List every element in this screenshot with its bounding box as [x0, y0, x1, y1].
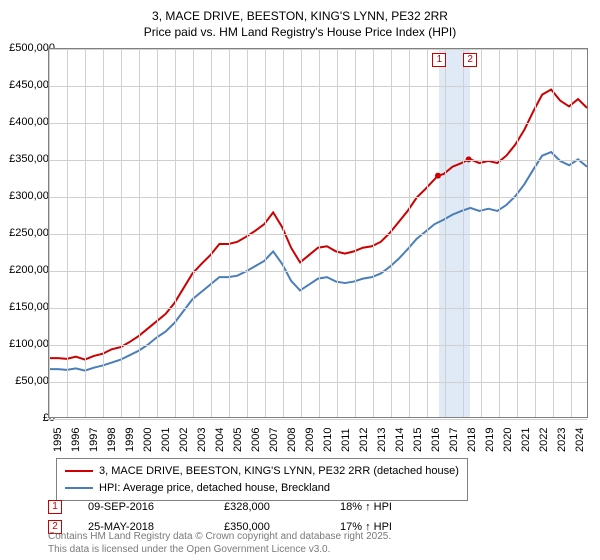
- x-tick-label: 2017: [448, 428, 460, 452]
- title-line-2: Price paid vs. HM Land Registry's House …: [0, 24, 600, 40]
- x-tick-label: 2015: [412, 428, 424, 452]
- title-line-1: 3, MACE DRIVE, BEESTON, KING'S LYNN, PE3…: [0, 8, 600, 24]
- plot-area: 12: [48, 48, 588, 418]
- x-tick-label: 2023: [556, 428, 568, 452]
- sale-date-1: 09-SEP-2016: [88, 501, 198, 513]
- legend: 3, MACE DRIVE, BEESTON, KING'S LYNN, PE3…: [56, 458, 468, 501]
- x-tick-label: 2000: [142, 428, 154, 452]
- legend-label: 3, MACE DRIVE, BEESTON, KING'S LYNN, PE3…: [99, 463, 459, 480]
- legend-row: HPI: Average price, detached house, Brec…: [65, 480, 459, 497]
- legend-swatch: [65, 470, 93, 472]
- sale-row-1: 1 09-SEP-2016 £328,000 18% ↑ HPI: [48, 500, 450, 514]
- x-tick-label: 2019: [484, 428, 496, 452]
- x-tick-label: 2009: [304, 428, 316, 452]
- x-tick-label: 2002: [178, 428, 190, 452]
- x-tick-label: 1997: [88, 428, 100, 452]
- footer-line-2: This data is licensed under the Open Gov…: [48, 544, 391, 557]
- x-tick-label: 2007: [268, 428, 280, 452]
- sale-pct-1: 18% ↑ HPI: [340, 501, 450, 513]
- legend-label: HPI: Average price, detached house, Brec…: [99, 480, 330, 497]
- x-tick-label: 2022: [538, 428, 550, 452]
- sale-marker-1: 1: [48, 500, 62, 514]
- chart-container: 3, MACE DRIVE, BEESTON, KING'S LYNN, PE3…: [0, 0, 600, 560]
- x-tick-label: 2012: [358, 428, 370, 452]
- chart-svg: [49, 49, 587, 417]
- footer-line-1: Contains HM Land Registry data © Crown c…: [48, 531, 391, 544]
- x-tick-label: 2004: [214, 428, 226, 452]
- x-tick-label: 2011: [340, 428, 352, 452]
- series-hpi: [49, 152, 587, 371]
- x-tick-label: 1999: [124, 428, 136, 452]
- sale-point: [435, 173, 441, 179]
- x-tick-label: 2024: [574, 428, 586, 452]
- x-tick-label: 2016: [430, 428, 442, 452]
- x-tick-label: 1996: [70, 428, 82, 452]
- x-tick-label: 2021: [520, 428, 532, 452]
- x-tick-label: 2005: [232, 428, 244, 452]
- series-price_paid: [49, 89, 587, 359]
- footer: Contains HM Land Registry data © Crown c…: [48, 531, 391, 556]
- chart-marker-1: 1: [432, 53, 446, 67]
- x-tick-label: 2008: [286, 428, 298, 452]
- x-tick-label: 2003: [196, 428, 208, 452]
- x-tick-label: 1995: [52, 428, 64, 452]
- x-tick-label: 2020: [502, 428, 514, 452]
- x-tick-label: 2018: [466, 428, 478, 452]
- title-block: 3, MACE DRIVE, BEESTON, KING'S LYNN, PE3…: [0, 8, 600, 40]
- x-tick-label: 1998: [106, 428, 118, 452]
- chart-marker-2: 2: [463, 53, 477, 67]
- x-axis-labels: 1995 1996 1997 1998 1999 2000 2001 2002 2003 2004…: [48, 422, 588, 462]
- x-tick-label: 2010: [322, 428, 334, 452]
- x-tick-label: 2013: [376, 428, 388, 452]
- legend-row: 3, MACE DRIVE, BEESTON, KING'S LYNN, PE3…: [65, 463, 459, 480]
- x-tick-label: 2014: [394, 428, 406, 452]
- sale-price-1: £328,000: [224, 501, 314, 513]
- x-tick-label: 2006: [250, 428, 262, 452]
- legend-swatch: [65, 487, 93, 489]
- x-tick-label: 2001: [160, 428, 172, 452]
